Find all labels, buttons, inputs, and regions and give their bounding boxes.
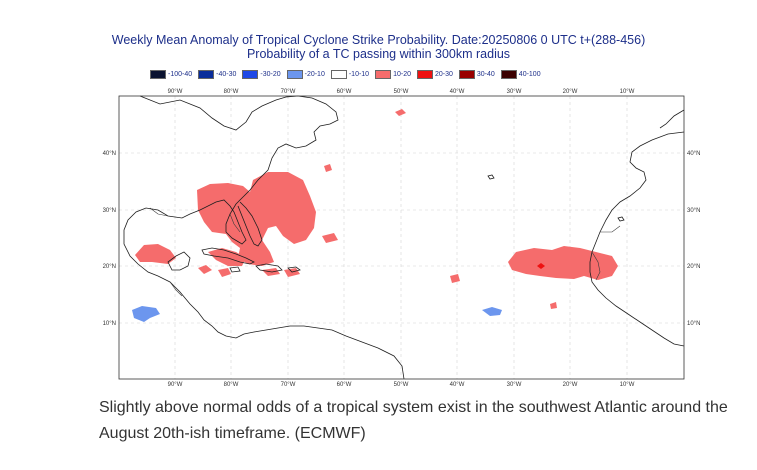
lon-labels-top: 90°W 80°W 70°W 60°W 50°W 40°W 30°W 20°W …: [168, 89, 635, 95]
coastline-cuba: [201, 247, 255, 265]
area-10-20-small-2: [218, 268, 231, 277]
lat-labels-right: 40°N 30°N 20°N 10°N: [687, 151, 700, 327]
lon-label: 90°W: [168, 382, 183, 388]
lon-label: 20°W: [563, 382, 578, 388]
area-10-20-small-9: [550, 302, 557, 309]
legend-item: -30-20: [242, 69, 281, 79]
border-central-america: [169, 281, 183, 297]
legend-item: -20-10: [286, 69, 325, 79]
legend-label: -30-20: [260, 70, 281, 78]
legend-swatch: [500, 69, 517, 79]
lon-labels-bottom: 90°W 80°W 70°W 60°W 50°W 40°W 30°W 20°W …: [168, 382, 635, 388]
lon-label: 60°W: [337, 89, 352, 95]
chart-title: Weekly Mean Anomaly of Tropical Cyclone …: [111, 33, 646, 47]
legend-swatch: [416, 69, 433, 79]
legend-swatch: [198, 69, 215, 79]
chart-subtitle: Probability of a TC passing within 300km…: [246, 47, 511, 61]
area-10-20-small-7: [324, 164, 332, 172]
area-negative-west: [132, 306, 160, 322]
probability-areas: [132, 109, 618, 322]
area-10-20-east-atlantic: [508, 246, 618, 280]
lon-label: 10°W: [620, 89, 635, 95]
map-frame: [118, 95, 685, 380]
lat-label: 10°N: [687, 321, 700, 327]
legend-item: 10-20: [375, 69, 411, 79]
legend-item: 30-40: [458, 69, 495, 79]
legend-swatch: [150, 69, 166, 79]
legend-item: 20-30: [416, 69, 453, 79]
coastline-north-america: [123, 95, 339, 339]
map-gridlines: [119, 96, 684, 379]
legend-swatch: [458, 69, 475, 79]
lat-label: 20°N: [103, 264, 116, 270]
legend-item: 40-100: [500, 69, 541, 79]
area-10-20-gulf-southeast: [197, 172, 316, 266]
border-mauritania-senegal: [591, 251, 601, 281]
lat-label: 10°N: [103, 321, 116, 327]
lon-label: 80°W: [224, 89, 239, 95]
area-20-30-east-atlantic: [537, 263, 545, 269]
image-caption: Slightly above normal odds of a tropical…: [99, 399, 728, 442]
area-10-20-bay-of-campeche: [135, 244, 176, 264]
area-10-20-north: [395, 109, 406, 116]
legend-label: -20-10: [304, 70, 325, 78]
borders: [149, 207, 621, 297]
legend: -100-40 -40-30 -30-20 -20-10 -10-10 10-2…: [150, 68, 547, 80]
lat-label: 30°N: [687, 208, 700, 214]
coastline-canary: [617, 216, 625, 222]
legend-label: 30-40: [476, 70, 495, 78]
lon-label: 90°W: [168, 89, 183, 95]
area-10-20-small-1: [198, 265, 212, 274]
lon-label: 20°W: [563, 89, 578, 95]
lon-label: 30°W: [507, 382, 522, 388]
lon-label: 70°W: [281, 89, 296, 95]
legend-label: -40-30: [216, 70, 237, 78]
legend-swatch: [286, 69, 303, 79]
lat-label: 40°N: [687, 151, 700, 157]
lon-label: 80°W: [224, 382, 239, 388]
lon-label: 10°W: [620, 382, 635, 388]
area-10-20-cuba-south: [208, 248, 246, 266]
legend-label: 10-20: [393, 70, 411, 78]
coastline-iberia: [659, 109, 685, 129]
coastline-puerto-rico: [287, 266, 301, 273]
coastlines: [123, 95, 685, 380]
border-georgia-florida: [229, 213, 241, 233]
legend-label: -10-10: [348, 70, 370, 78]
border-western-sahara: [600, 225, 621, 233]
legend-label: -100-40: [168, 70, 193, 78]
lon-label: 40°W: [450, 382, 465, 388]
lat-label: 30°N: [103, 208, 116, 214]
legend-swatch: [375, 69, 392, 79]
lon-label: 30°W: [507, 89, 522, 95]
area-10-20-small-8: [450, 274, 460, 283]
lon-label: 40°W: [450, 89, 465, 95]
coastline-hispaniola: [255, 263, 283, 273]
coastline-florida: [237, 201, 263, 247]
lon-label: 50°W: [394, 89, 409, 95]
area-10-20-small-5: [322, 233, 338, 243]
area-negative-central: [482, 307, 502, 316]
legend-swatch: [330, 69, 347, 79]
legend-label: 20-30: [434, 70, 453, 78]
border-us-mexico: [149, 207, 169, 217]
lon-label: 50°W: [394, 382, 409, 388]
coastline-south-america: [243, 325, 405, 380]
lon-label: 60°W: [337, 382, 352, 388]
lat-label: 40°N: [103, 151, 116, 157]
coastline-africa-north: [589, 131, 685, 347]
legend-item: -100-40: [150, 69, 193, 79]
legend-swatch: [242, 69, 259, 79]
lon-label: 70°W: [281, 382, 296, 388]
coastline-azores: [487, 174, 495, 180]
area-10-20-small-4: [284, 268, 300, 277]
coastline-jamaica: [229, 266, 241, 273]
lat-label: 20°N: [687, 264, 700, 270]
legend-label: 40-100: [518, 70, 541, 78]
lat-labels-left: 40°N 30°N 20°N 10°N: [103, 151, 116, 327]
legend-item: -40-30: [198, 69, 237, 79]
coastline-yucatan: [167, 251, 191, 271]
legend-item: -10-10: [330, 69, 370, 79]
